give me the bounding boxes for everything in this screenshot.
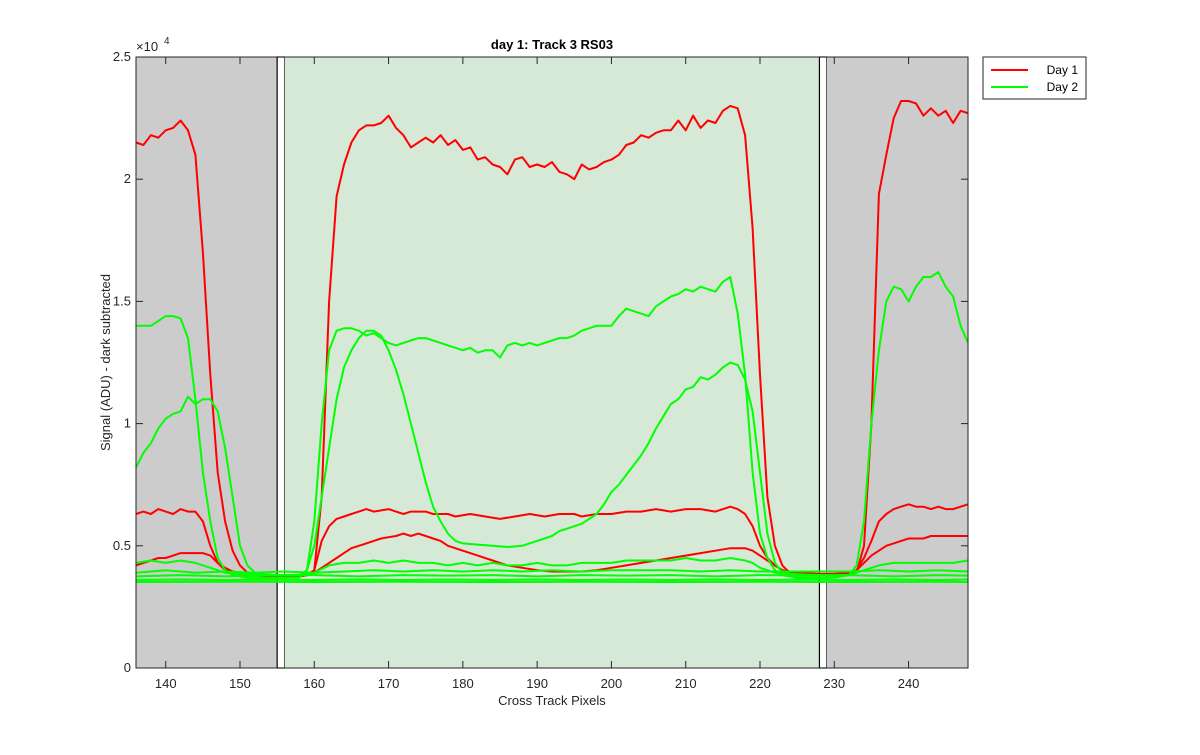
y-tick-label: 0.5 xyxy=(113,538,131,553)
y-tick-label: 2 xyxy=(124,171,131,186)
x-tick-label: 240 xyxy=(898,676,920,691)
y-tick-label: 1.5 xyxy=(113,293,131,308)
x-tick-label: 230 xyxy=(823,676,845,691)
legend: Day 1 Day 2 xyxy=(983,57,1086,99)
x-tick-label: 160 xyxy=(303,676,325,691)
y-tick-label: 2.5 xyxy=(113,49,131,64)
y-exponent-power: 4 xyxy=(164,36,170,47)
x-tick-label: 200 xyxy=(601,676,623,691)
y-exponent-base: ×10 xyxy=(136,39,158,54)
x-tick-label: 180 xyxy=(452,676,474,691)
chart-title: day 1: Track 3 RS03 xyxy=(491,37,613,52)
y-axis-label: Signal (ADU) - dark subtracted xyxy=(98,274,113,451)
series-line-9 xyxy=(136,580,968,581)
legend-label: Day 2 xyxy=(1047,80,1079,94)
x-tick-label: 140 xyxy=(155,676,177,691)
x-tick-label: 220 xyxy=(749,676,771,691)
y-axis-exponent: ×10 4 xyxy=(136,36,170,54)
x-axis-label: Cross Track Pixels xyxy=(498,693,606,708)
x-tick-label: 150 xyxy=(229,676,251,691)
y-tick-label: 0 xyxy=(124,660,131,675)
legend-label: Day 1 xyxy=(1047,63,1079,77)
x-tick-label: 190 xyxy=(526,676,548,691)
x-tick-label: 170 xyxy=(378,676,400,691)
y-tick-label: 1 xyxy=(124,416,131,431)
x-tick-label: 210 xyxy=(675,676,697,691)
